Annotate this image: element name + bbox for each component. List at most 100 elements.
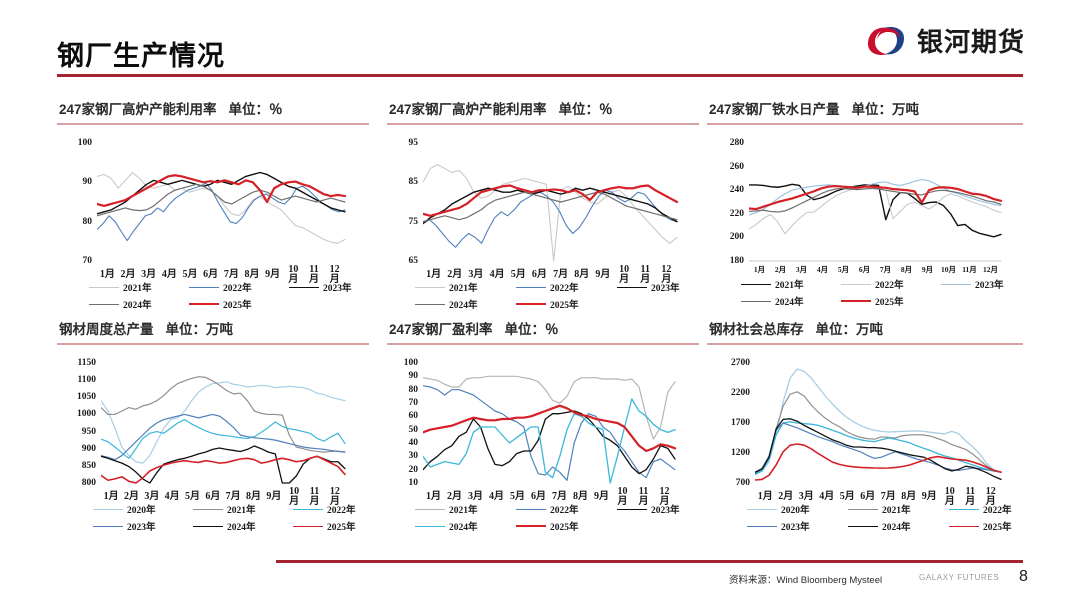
- legend-item-2024年[interactable]: 2024年: [741, 294, 841, 308]
- legend-item-2023年[interactable]: 2023年: [617, 280, 718, 294]
- legend-label: 2021年: [449, 506, 478, 516]
- legend-item-2024年[interactable]: 2024年: [848, 519, 949, 533]
- chart-legend: 2021年 2022年 2023年 2024年 2025年: [89, 280, 389, 314]
- legend-label: 2024年: [227, 523, 256, 533]
- chart-area: 65 75 85 95 1月 2月 3月 4月 5月 6月 7月 8月 9月 10 月 11 月 12 月 2021年…: [387, 129, 699, 311]
- x-axis-tick-label: 2月: [120, 269, 136, 280]
- x-axis-tick-label: 6月: [203, 269, 219, 280]
- legend-item-2023年[interactable]: 2023年: [93, 519, 193, 533]
- x-axis-tick-label: 6月: [205, 491, 221, 502]
- legend-item-2024年[interactable]: 2024年: [89, 297, 189, 311]
- source-note: 资料来源：Wind Bloomberg Mysteel: [729, 575, 883, 586]
- chart-title: 247家钢厂盈利率 单位：％: [387, 318, 699, 338]
- y-axis-tick-label: 65: [408, 256, 419, 266]
- legend-label: 2023年: [323, 284, 352, 294]
- x-axis-tick-label: 8月: [900, 265, 913, 274]
- x-axis-tick-label: 7月: [552, 491, 567, 502]
- chart-legend: 2021年 2022年 2023年 2024年 2025年: [415, 280, 720, 314]
- legend-item-2021年[interactable]: 2021年: [89, 280, 189, 294]
- y-axis-tick-label: 40: [408, 438, 419, 448]
- legend-line-swatch: [93, 525, 123, 527]
- y-axis-tick-label: 70: [82, 256, 93, 266]
- chart-plot-svg: [749, 178, 1003, 262]
- series-line-2023年: [749, 178, 1002, 216]
- chart-title-divider: [387, 343, 699, 345]
- x-axis-tick-label: 3月: [144, 491, 160, 502]
- x-axis-tick-label: 6月: [531, 491, 546, 502]
- legend-item-2025年[interactable]: 2025年: [293, 519, 393, 533]
- legend-item-2023年[interactable]: 2023年: [289, 280, 389, 294]
- legend-line-swatch: [189, 286, 219, 288]
- chart-title: 钢材周度总产量 单位：万吨: [57, 318, 369, 338]
- legend-item-2024年[interactable]: 2024年: [415, 297, 516, 311]
- legend-item-2024年[interactable]: 2024年: [415, 519, 516, 533]
- legend-item-2022年[interactable]: 2022年: [293, 502, 393, 516]
- series-line-2024年: [755, 418, 1002, 481]
- legend-line-swatch: [516, 286, 546, 288]
- legend-item-2023年[interactable]: 2023年: [941, 277, 1041, 291]
- legend-item-2020年[interactable]: 2020年: [93, 502, 193, 516]
- series-line-2024年: [423, 398, 676, 484]
- chart-legend: 2020年 2021年 2022年 2023年 2024年 2025年: [747, 502, 1052, 536]
- legend-item-2025年[interactable]: 2025年: [516, 519, 617, 533]
- x-axis-tick-label: 5月: [182, 269, 198, 280]
- legend-item-2023年[interactable]: 2023年: [747, 519, 848, 533]
- chart-title-text: 钢材周度总产量: [59, 322, 154, 337]
- legend-item-2025年[interactable]: 2025年: [841, 294, 941, 308]
- chart-plot-svg: [97, 171, 347, 244]
- x-axis-tick-label: 1月: [103, 491, 119, 502]
- legend-item-2021年[interactable]: 2021年: [193, 502, 293, 516]
- legend-item-2022年[interactable]: 2022年: [189, 280, 289, 294]
- x-axis-tick-label: 4月: [816, 265, 829, 274]
- x-axis-tick-label: 7月: [225, 491, 241, 502]
- legend-item-2022年[interactable]: 2022年: [841, 277, 941, 291]
- legend-item-2022年[interactable]: 2022年: [949, 502, 1050, 516]
- legend-item-2020年[interactable]: 2020年: [747, 502, 848, 516]
- series-line-2025年: [749, 184, 1003, 211]
- series-line-2022年: [101, 418, 346, 459]
- chart-title-text: 247家钢厂高炉产能利用率: [59, 102, 217, 117]
- x-axis-tick-label: 2月: [447, 491, 462, 502]
- legend-item-2022年[interactable]: 2022年: [516, 280, 617, 294]
- legend-item-2021年[interactable]: 2021年: [741, 277, 841, 291]
- x-axis-tick-label: 9月: [594, 491, 609, 502]
- legend-label: 2022年: [223, 284, 252, 294]
- legend-item-2022年[interactable]: 2022年: [516, 502, 617, 516]
- legend-item-2021年[interactable]: 2021年: [415, 280, 516, 294]
- legend-item-2025年[interactable]: 2025年: [189, 297, 289, 311]
- chart-panel-blast-furnace-capacity-utilization-2: 247家钢厂高炉产能利用率 单位：％ 65 75 85 95 1月 2月 3月 4月 5月 6月 7月 8…: [387, 98, 699, 311]
- y-axis-tick-label: 20: [408, 464, 419, 475]
- legend-item-2021年[interactable]: 2021年: [415, 502, 516, 516]
- y-axis-tick-label: 1200: [731, 448, 750, 458]
- legend-line-swatch: [415, 508, 445, 510]
- legend-item-2024年[interactable]: 2024年: [193, 519, 293, 533]
- x-axis-tick-label: 8月: [573, 491, 588, 502]
- chart-area: 700 1200 1700 2200 2700 1月 2月 3月 4月 5月 6月 7月 8月 9月 10 月…: [707, 349, 1023, 533]
- brand-name: 银河期货: [916, 27, 1025, 57]
- legend-line-swatch: [415, 303, 445, 305]
- legend-item-2025年[interactable]: 2025年: [949, 519, 1050, 533]
- series-line-2021年: [97, 171, 346, 244]
- chart-unit-label: 单位：万吨: [851, 102, 920, 117]
- legend-label: 2022年: [983, 506, 1012, 516]
- series-line-2024年: [101, 445, 346, 484]
- chart-title: 247家钢厂铁水日产量 单位：万吨: [707, 98, 1023, 118]
- x-axis-tick-label: 9月: [265, 269, 281, 280]
- page-number: 8: [1019, 568, 1028, 585]
- legend-item-2025年[interactable]: 2025年: [516, 297, 617, 311]
- legend-line-swatch: [93, 508, 123, 510]
- y-axis-tick-label: 240: [729, 185, 744, 196]
- chart-plot-svg: [755, 368, 1002, 481]
- y-axis-tick-label: 80: [82, 216, 93, 227]
- legend-label: 2021年: [775, 281, 804, 291]
- y-axis-tick-label: 260: [729, 161, 744, 172]
- legend-item-2021年[interactable]: 2021年: [848, 502, 949, 516]
- legend-item-2023年[interactable]: 2023年: [617, 502, 718, 516]
- series-line-2025年: [755, 443, 1002, 481]
